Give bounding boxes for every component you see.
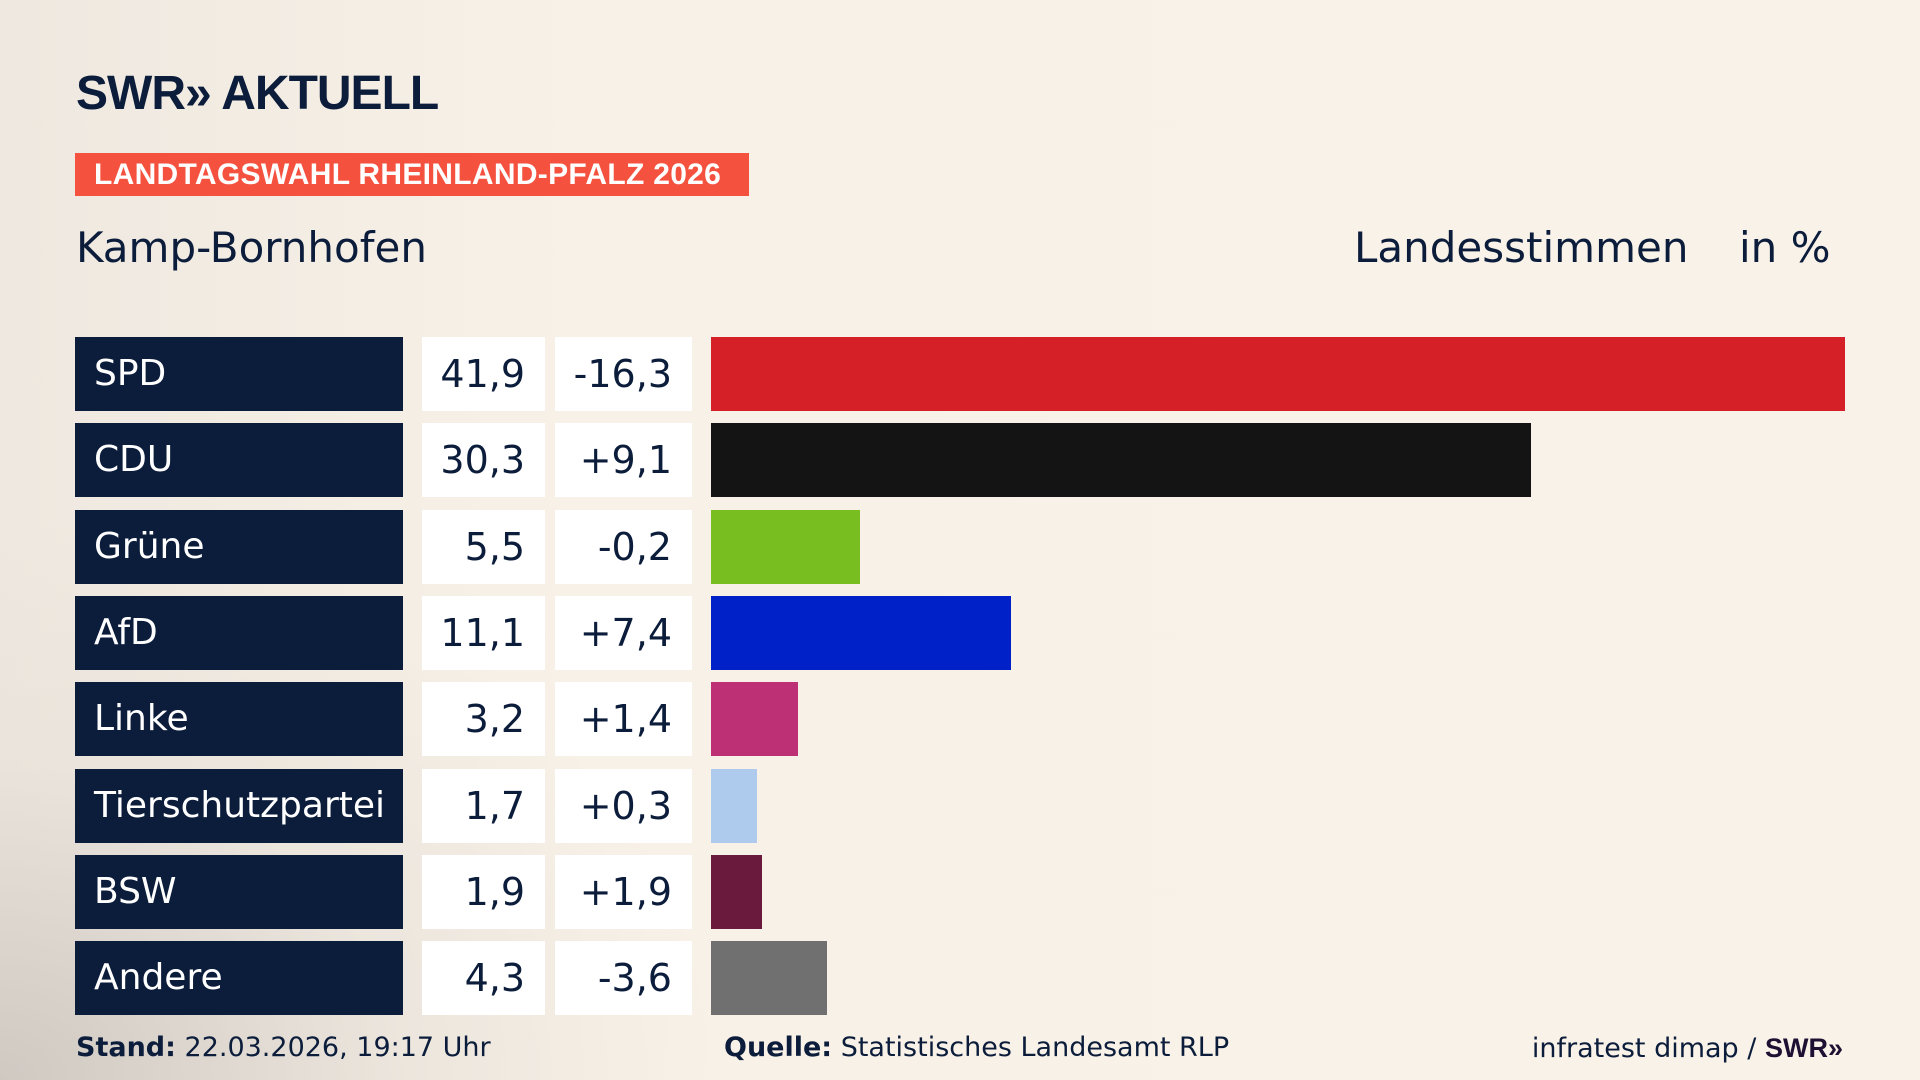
party-value: 3,2	[422, 682, 545, 757]
place-title: Kamp-Bornhofen	[76, 223, 427, 272]
party-row: Andere 4,3 -3,6	[75, 941, 1855, 1016]
credit-text: infratest dimap /	[1531, 1033, 1757, 1064]
party-name: BSW	[75, 854, 403, 929]
party-diff: -0,2	[555, 509, 692, 584]
party-bar	[711, 595, 1012, 670]
party-bar	[711, 854, 763, 929]
party-diff: +9,1	[555, 423, 692, 498]
party-name: Linke	[75, 682, 403, 757]
party-diff: +7,4	[555, 595, 692, 670]
election-banner: LANDTAGSWAHL RHEINLAND-PFALZ 2026	[75, 153, 749, 196]
party-diff: +0,3	[555, 768, 692, 843]
swr-logo: SWR»	[1764, 1033, 1843, 1063]
party-value: 11,1	[422, 595, 545, 670]
party-name: AfD	[75, 595, 403, 670]
party-bar	[711, 509, 860, 584]
party-row: CDU 30,3 +9,1	[75, 423, 1855, 498]
party-diff: +1,4	[555, 682, 692, 757]
party-value: 1,7	[422, 768, 545, 843]
source-value: Statistisches Landesamt RLP	[840, 1032, 1230, 1063]
party-bar	[711, 423, 1532, 498]
party-diff: -16,3	[555, 337, 692, 411]
party-row: AfD 11,1 +7,4	[75, 595, 1855, 670]
party-name: CDU	[75, 423, 403, 498]
swr-aktuell-logo: SWR» AKTUELL	[76, 67, 439, 120]
party-value: 1,9	[422, 854, 545, 929]
party-name: Tierschutzpartei	[75, 768, 403, 843]
party-bar	[711, 941, 828, 1016]
measure-label: Landesstimmen	[1354, 223, 1689, 272]
party-row: Grüne 5,5 -0,2	[75, 509, 1855, 584]
party-value: 41,9	[422, 337, 545, 411]
party-value: 5,5	[422, 509, 545, 584]
party-diff: -3,6	[555, 941, 692, 1016]
party-row: Linke 3,2 +1,4	[75, 682, 1855, 757]
party-row: Tierschutzpartei 1,7 +0,3	[75, 768, 1855, 843]
party-value: 4,3	[422, 941, 545, 1016]
credit: infratest dimap / SWR»	[1532, 1030, 1843, 1067]
party-diff: +1,9	[555, 854, 692, 929]
source-label: Quelle:	[724, 1032, 833, 1063]
source-info: Quelle: Statistisches Landesamt RLP	[724, 1030, 1229, 1066]
party-row: BSW 1,9 +1,9	[75, 854, 1855, 929]
stand-label: Stand:	[76, 1032, 176, 1063]
stand-value: 22.03.2026, 19:17 Uhr	[184, 1032, 491, 1063]
party-name: Andere	[75, 941, 403, 1016]
party-name: Grüne	[75, 509, 403, 584]
party-value: 30,3	[422, 423, 545, 498]
party-bar	[711, 682, 798, 757]
party-name: SPD	[75, 337, 403, 411]
party-bar	[711, 337, 1845, 411]
stand-info: Stand: 22.03.2026, 19:17 Uhr	[76, 1030, 491, 1066]
unit-label: in %	[1739, 223, 1831, 272]
party-row: SPD 41,9 -16,3	[75, 337, 1855, 411]
party-bar	[711, 768, 757, 843]
